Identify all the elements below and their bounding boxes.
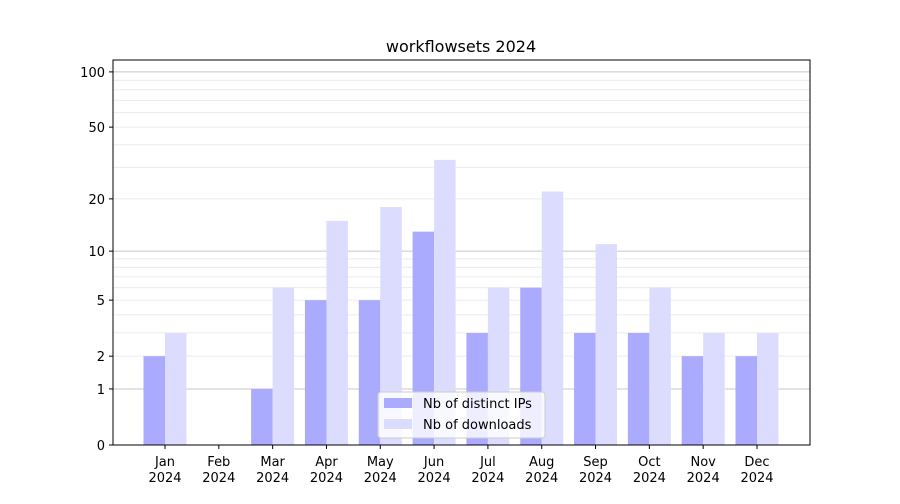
bar-distinct-ips: [681, 356, 704, 445]
bar-downloads: [380, 206, 402, 445]
plot-frame: [112, 59, 811, 446]
bar-downloads: [326, 220, 348, 445]
legend-box: [377, 391, 546, 439]
x-tick-label: Apr 2024: [310, 455, 343, 486]
legend-swatch: [384, 419, 412, 429]
y-tick-label: 10: [88, 245, 105, 260]
bar-distinct-ips: [627, 332, 650, 445]
y-tick-label: 20: [88, 193, 105, 208]
x-tick-label: Jul 2024: [471, 455, 504, 486]
bar-downloads: [272, 287, 295, 445]
x-tick-label: Sep 2024: [579, 455, 612, 486]
bar-distinct-ips: [251, 388, 273, 445]
bar-downloads: [703, 332, 725, 445]
bar-distinct-ips: [304, 300, 327, 445]
y-tick-label: 5: [97, 294, 105, 309]
y-tick-label: 2: [97, 350, 105, 365]
bar-downloads: [434, 159, 456, 446]
bar-distinct-ips: [143, 356, 165, 445]
bar-distinct-ips: [358, 300, 381, 445]
bar-downloads: [757, 332, 779, 445]
y-tick-label: 1: [97, 383, 105, 398]
bar-downloads: [649, 287, 671, 445]
bar-downloads: [165, 332, 187, 445]
x-tick-label: Aug 2024: [525, 455, 558, 486]
x-tick-label: Jan 2024: [148, 455, 181, 486]
x-tick-label: Dec 2024: [740, 455, 773, 486]
x-tick-label: Oct 2024: [633, 455, 666, 486]
x-tick-label: May 2024: [364, 455, 397, 486]
legend-swatch: [384, 398, 412, 408]
legend: Nb of distinct IPs Nb of downloads: [377, 391, 546, 439]
x-tick-label: Nov 2024: [687, 455, 720, 486]
y-tick-label: 0: [97, 439, 105, 454]
legend-label: Nb of distinct IPs: [423, 397, 532, 412]
bar-downloads: [595, 244, 618, 445]
x-tick-label: Jun 2024: [418, 455, 451, 486]
x-tick-label: Feb 2024: [202, 455, 235, 486]
legend-label: Nb of downloads: [423, 418, 532, 433]
chart-title: workflowsets 2024: [386, 37, 536, 56]
bar-distinct-ips: [574, 332, 596, 445]
y-tick-label: 100: [80, 66, 105, 81]
bar-downloads: [541, 191, 564, 445]
y-tick-label: 50: [88, 121, 105, 136]
bar-distinct-ips: [735, 356, 757, 445]
x-tick-label: Mar 2024: [256, 455, 289, 486]
